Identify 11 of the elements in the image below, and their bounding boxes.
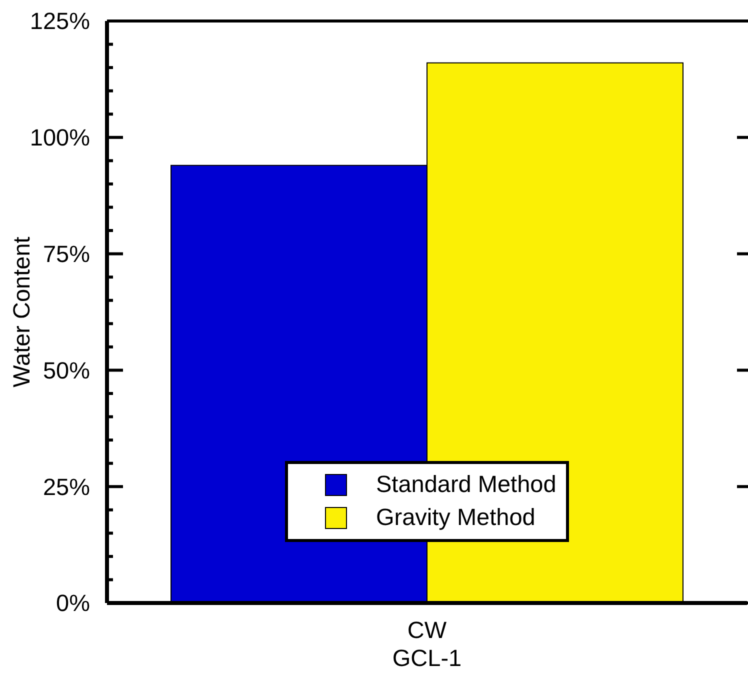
y-axis-title: Water Content [8, 236, 35, 388]
x-tick-label: CW [407, 617, 448, 644]
y-tick-label: 50% [42, 357, 90, 384]
legend-label: Standard Method [376, 471, 556, 498]
y-tick-label: 25% [42, 474, 90, 500]
y-tick-label: 125% [30, 8, 90, 34]
y-tick-label: 75% [42, 241, 90, 268]
legend-label: Gravity Method [376, 504, 536, 530]
y-tick-label: 100% [30, 124, 90, 151]
x-axis-title: GCL-1 [392, 645, 462, 672]
y-tick-label: 0% [56, 590, 90, 616]
